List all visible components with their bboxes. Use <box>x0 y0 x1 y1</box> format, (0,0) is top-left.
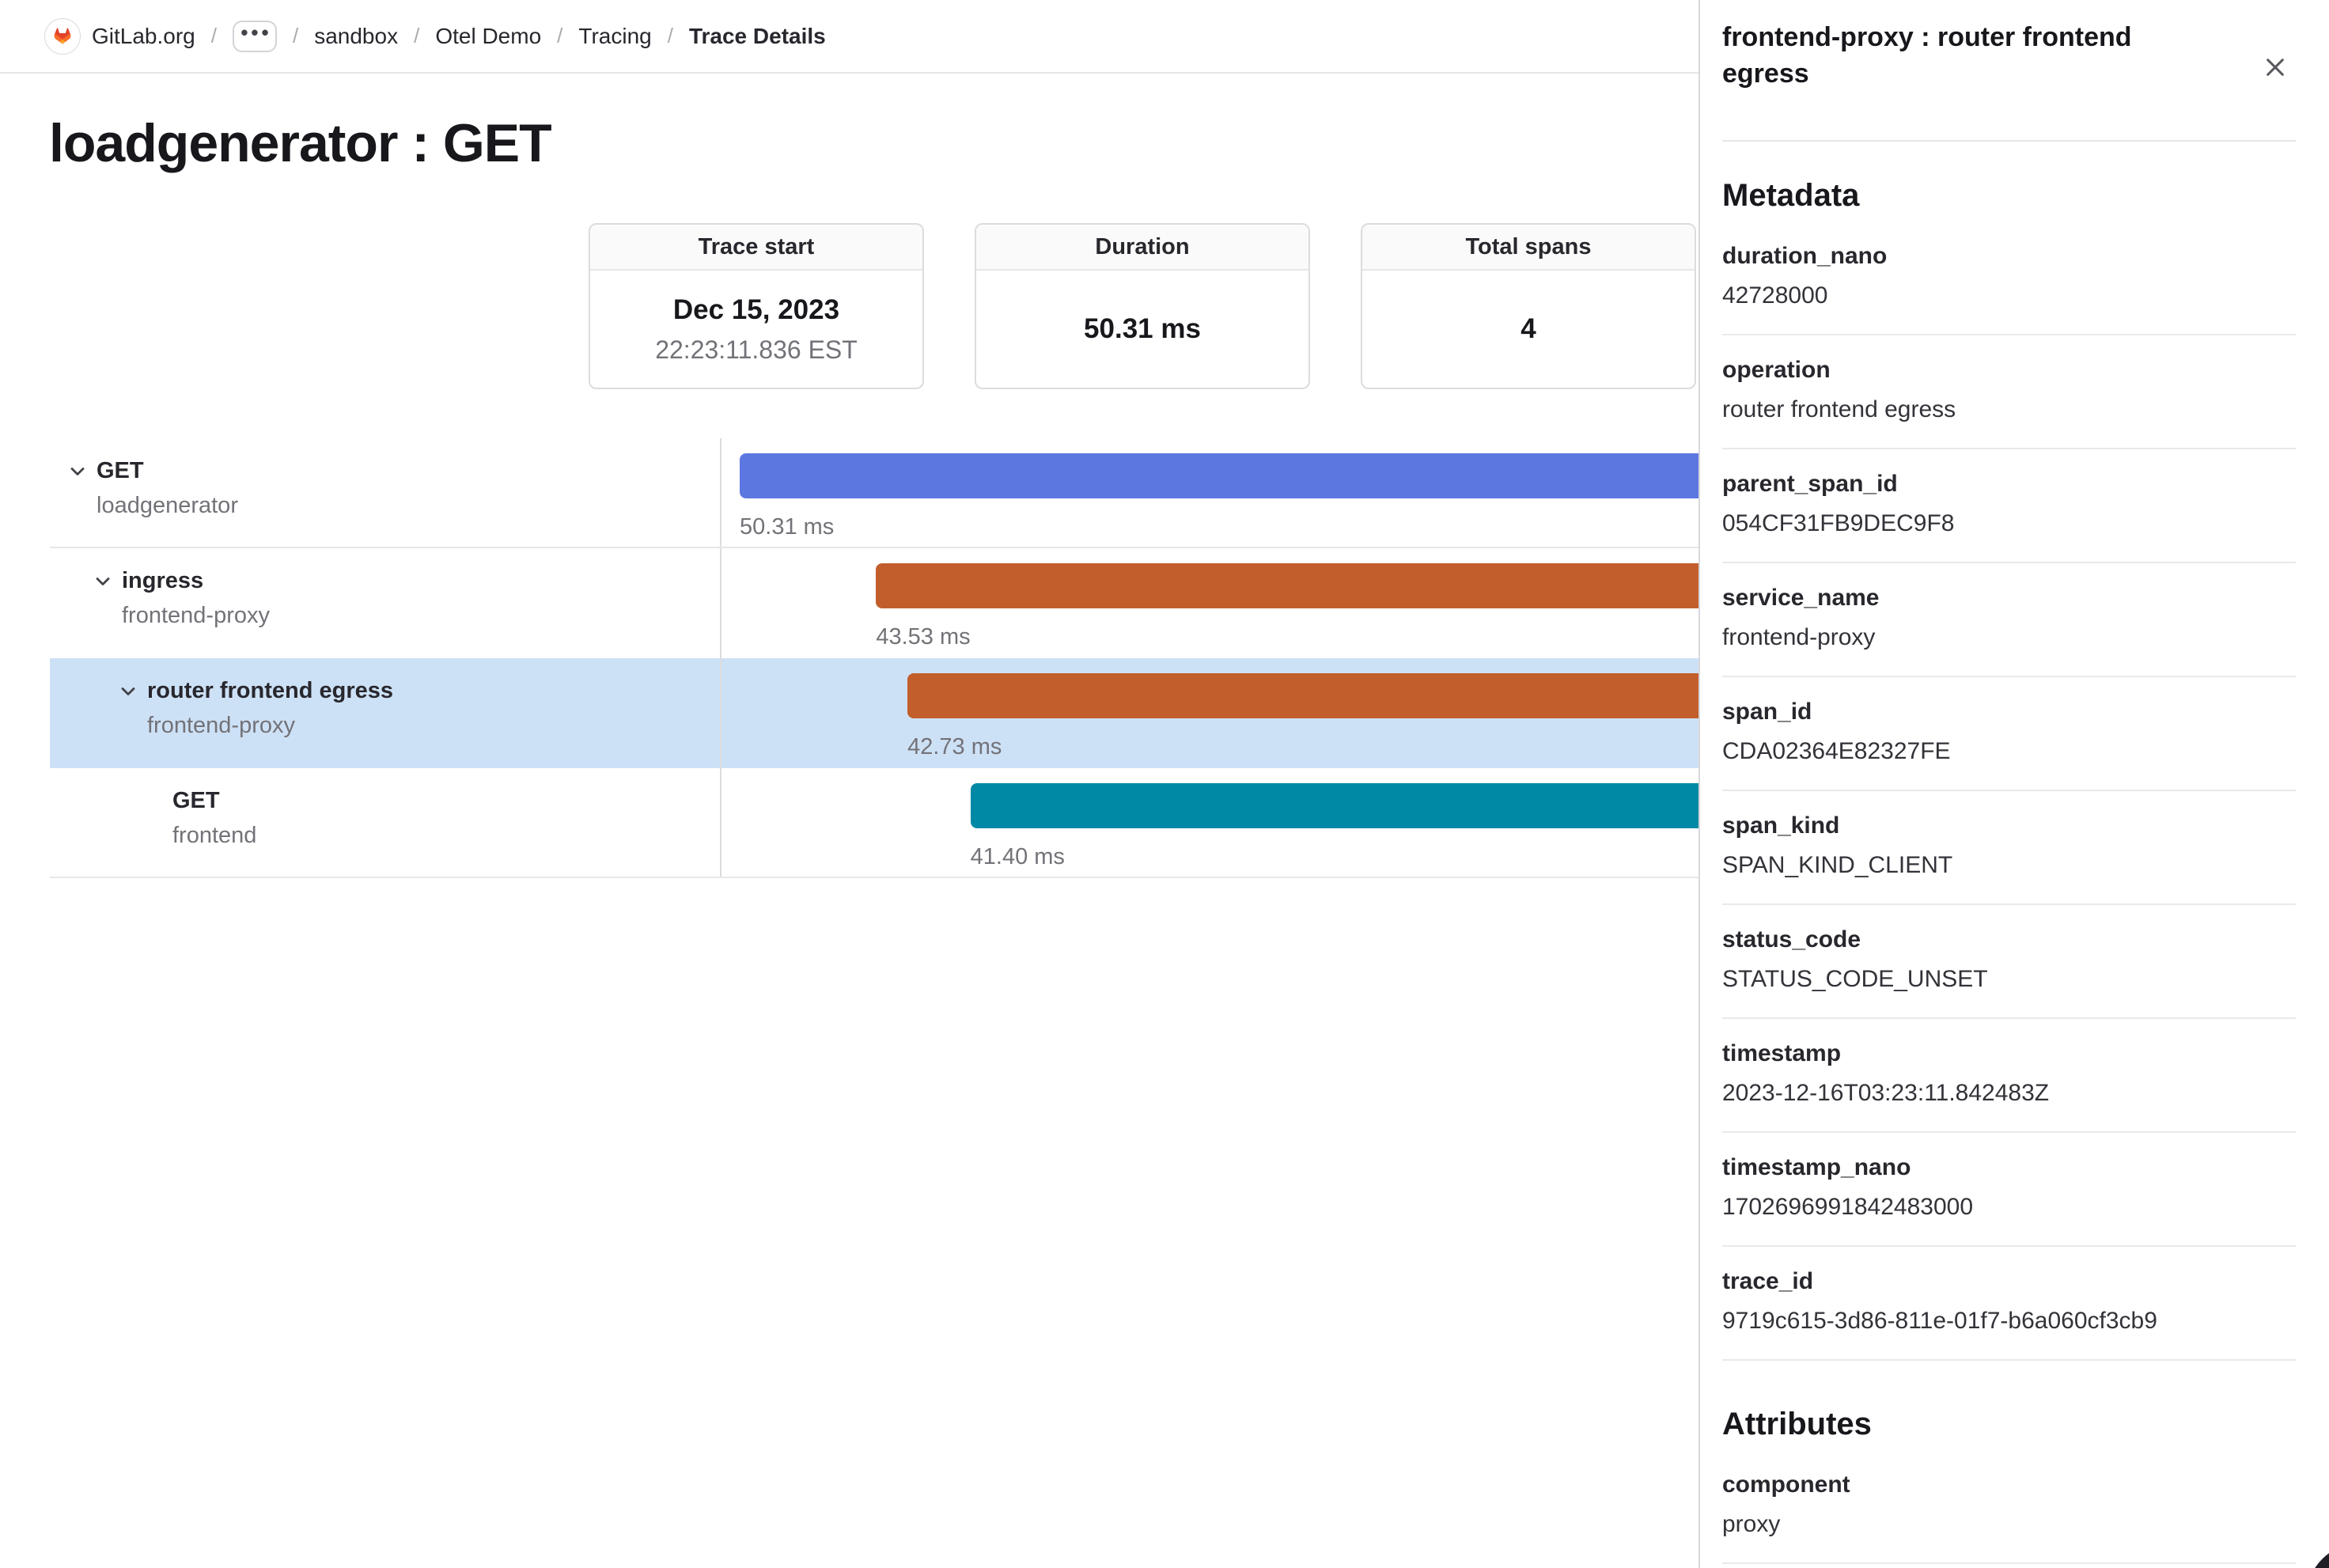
close-button[interactable] <box>2255 47 2296 89</box>
metadata-item-span-kind: span_kind SPAN_KIND_CLIENT <box>1722 791 2296 905</box>
breadcrumb-separator: / <box>292 24 299 47</box>
span-duration-label: 42.73 ms <box>907 734 1002 759</box>
span-service: frontend-proxy <box>147 713 295 738</box>
metadata-key: span_id <box>1722 699 1812 725</box>
metadata-value: 054CF31FB9DEC9F8 <box>1722 510 1955 536</box>
span-details-drawer: frontend-proxy : router frontend egress … <box>1698 0 2329 1568</box>
metadata-item-trace-id: trace_id 9719c615-3d86-811e-01f7-b6a060c… <box>1722 1247 2296 1361</box>
metadata-item-duration-nano: duration_nano 42728000 <box>1722 222 2296 335</box>
chevron-down-icon[interactable] <box>66 456 97 487</box>
breadcrumb-ellipsis-button[interactable]: ••• <box>232 20 277 52</box>
metadata-item-timestamp-nano: timestamp_nano 1702696991842483000 <box>1722 1133 2296 1247</box>
span-operation: GET <box>172 788 220 813</box>
card-label: Trace start <box>698 234 815 259</box>
span-operation: ingress <box>122 568 204 593</box>
metadata-item-component: component proxy <box>1722 1450 2296 1564</box>
breadcrumb-separator: / <box>414 24 420 47</box>
summary-card-duration: Duration 50.31 ms <box>975 223 1310 389</box>
metadata-key: trace_id <box>1722 1268 1814 1294</box>
metadata-item-timestamp: timestamp 2023-12-16T03:23:11.842483Z <box>1722 1019 2296 1133</box>
metadata-key: operation <box>1722 357 1831 383</box>
breadcrumb-separator: / <box>210 24 217 47</box>
metadata-value: 2023-12-16T03:23:11.842483Z <box>1722 1080 2050 1106</box>
span-operation: GET <box>97 458 144 483</box>
metadata-key: timestamp_nano <box>1722 1154 1911 1180</box>
breadcrumb-separator: / <box>667 24 673 47</box>
drawer-section-heading-metadata: Metadata <box>1722 178 1860 213</box>
metadata-value: SPAN_KIND_CLIENT <box>1722 852 1953 878</box>
metadata-value: STATUS_CODE_UNSET <box>1722 966 1988 992</box>
summary-card-trace-start: Trace start Dec 15, 2023 22:23:11.836 ES… <box>589 223 924 389</box>
span-tree-cell: GET frontend <box>50 768 720 877</box>
card-value: 4 <box>1520 313 1536 344</box>
metadata-item-operation: operation router frontend egress <box>1722 335 2296 449</box>
span-tree-cell: ingress frontend-proxy <box>50 548 720 658</box>
breadcrumb-item-otel-demo[interactable]: Otel Demo <box>435 24 541 49</box>
card-label: Total spans <box>1465 234 1592 259</box>
metadata-value: 1702696991842483000 <box>1722 1194 1974 1220</box>
metadata-item-parent-span-id: parent_span_id 054CF31FB9DEC9F8 <box>1722 449 2296 563</box>
breadcrumb-item-sandbox[interactable]: sandbox <box>314 24 398 49</box>
metadata-key: service_name <box>1722 585 1880 611</box>
metadata-value: 9719c615-3d86-811e-01f7-b6a060cf3cb9 <box>1722 1308 2157 1334</box>
span-duration-label: 43.53 ms <box>876 624 971 650</box>
metadata-item-service-name: service_name frontend-proxy <box>1722 563 2296 677</box>
metadata-key: span_kind <box>1722 812 1840 839</box>
drawer-title: frontend-proxy : router frontend egress <box>1722 22 2132 89</box>
drawer-header: frontend-proxy : router frontend egress <box>1722 19 2296 142</box>
span-tree-cell: router frontend egress frontend-proxy <box>50 658 720 768</box>
metadata-key: timestamp <box>1722 1040 1842 1066</box>
breadcrumb-item-label: Tracing <box>578 23 652 48</box>
card-value: 50.31 ms <box>1084 313 1201 344</box>
metadata-value: router frontend egress <box>1722 396 1956 422</box>
ellipsis-icon: ••• <box>240 20 272 44</box>
metadata-value: 42728000 <box>1722 282 1828 309</box>
span-service: loadgenerator <box>97 493 238 518</box>
metadata-value: CDA02364E82327FE <box>1722 738 1951 764</box>
metadata-key: duration_nano <box>1722 243 1888 269</box>
summary-card-total-spans: Total spans 4 <box>1361 223 1696 389</box>
card-sub-value: 22:23:11.836 EST <box>655 335 858 364</box>
breadcrumb-item-label: GitLab.org <box>92 23 195 48</box>
breadcrumb-separator: / <box>557 24 563 47</box>
close-icon <box>2263 55 2288 82</box>
span-operation: router frontend egress <box>147 678 393 703</box>
chevron-down-icon[interactable] <box>92 566 122 597</box>
summary-cards: Trace start Dec 15, 2023 22:23:11.836 ES… <box>589 223 1696 389</box>
breadcrumb-item-label: sandbox <box>314 23 399 48</box>
metadata-value: proxy <box>1722 1511 1781 1537</box>
page-title: loadgenerator : GET <box>49 113 552 173</box>
span-service: frontend <box>172 823 257 848</box>
span-service: frontend-proxy <box>122 603 270 628</box>
drawer-section-heading-attributes: Attributes <box>1722 1407 1872 1441</box>
span-duration-label: 50.31 ms <box>740 514 835 540</box>
metadata-item-span-id: span_id CDA02364E82327FE <box>1722 677 2296 791</box>
card-value: Dec 15, 2023 <box>672 294 840 325</box>
breadcrumb-item-trace-details: Trace Details <box>689 24 826 49</box>
breadcrumb-item-gitlab-org[interactable]: GitLab.org <box>44 17 195 55</box>
metadata-key: parent_span_id <box>1722 471 1898 497</box>
card-label: Duration <box>1095 234 1190 259</box>
gitlab-tanuki-logo-icon <box>44 17 81 55</box>
span-duration-label: 41.40 ms <box>970 844 1065 869</box>
span-tree-cell: GET loadgenerator <box>50 438 720 547</box>
metadata-value: frontend-proxy <box>1722 624 1876 650</box>
drawer-body: Metadata duration_nano 42728000 operatio… <box>1722 178 2296 1564</box>
breadcrumb-item-tracing[interactable]: Tracing <box>578 24 651 49</box>
metadata-key: status_code <box>1722 926 1861 953</box>
breadcrumb-item-label: Otel Demo <box>435 23 542 48</box>
breadcrumb-item-label: Trace Details <box>688 23 826 48</box>
metadata-key: component <box>1722 1471 1850 1498</box>
metadata-item-status-code: status_code STATUS_CODE_UNSET <box>1722 905 2296 1019</box>
chevron-down-icon[interactable] <box>117 676 147 707</box>
